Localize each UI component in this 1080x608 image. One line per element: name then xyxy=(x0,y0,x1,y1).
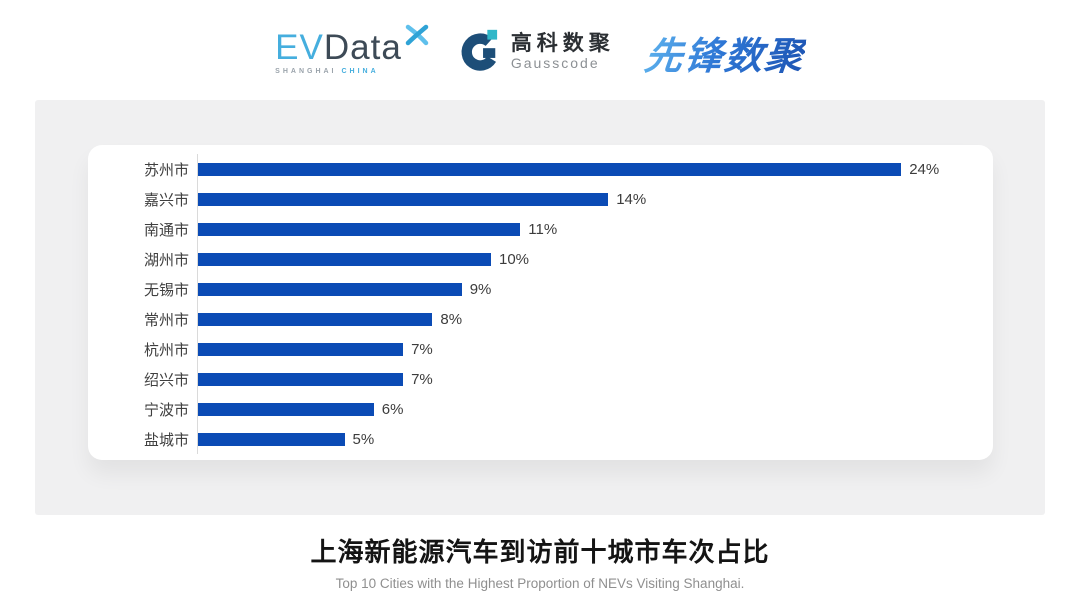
bar-track: 9% xyxy=(197,274,993,304)
bar xyxy=(198,192,609,206)
footer: 上海新能源汽车到访前十城市车次占比 Top 10 Cities with the… xyxy=(0,532,1080,591)
chart-title: 上海新能源汽车到访前十城市车次占比 xyxy=(310,537,770,567)
bar xyxy=(198,252,491,266)
gausscode-logo: 高科数聚 Gausscode xyxy=(458,28,615,77)
bar-track: 14% xyxy=(197,184,993,214)
bar-row: 湖州市 10% xyxy=(88,244,993,274)
bar-track: 7% xyxy=(197,364,993,394)
bar xyxy=(198,162,902,176)
gausscode-text: 高科数聚 Gausscode xyxy=(511,32,615,72)
evdata-subtext: SHANGHAI CHINA xyxy=(275,68,402,75)
category-label: 绍兴市 xyxy=(143,371,189,389)
value-label: 9% xyxy=(469,280,492,298)
category-label: 无锡市 xyxy=(143,281,189,299)
category-label: 杭州市 xyxy=(143,341,189,359)
value-label: 7% xyxy=(411,340,433,358)
category-label: 苏州市 xyxy=(143,161,189,179)
category-label: 南通市 xyxy=(143,221,189,239)
bar-track: 10% xyxy=(197,244,993,274)
bar-row: 宁波市 6% xyxy=(88,394,993,424)
chart-panel: 苏州市 24% 嘉兴市 14% 南通市 11% 湖州市 10% 无锡市 9% 常州市 8% 杭州市 7% 绍… xyxy=(35,100,1045,515)
bar xyxy=(198,312,433,326)
category-label: 宁波市 xyxy=(143,401,189,419)
bar-row: 无锡市 9% xyxy=(88,274,993,304)
bar-track: 24% xyxy=(197,154,993,184)
bar-track: 8% xyxy=(197,304,993,334)
bar-row: 杭州市 7% xyxy=(88,334,993,364)
value-label: 7% xyxy=(411,370,433,388)
value-label: 8% xyxy=(440,310,463,328)
bar-row: 苏州市 24% xyxy=(88,154,993,184)
chart-card: 苏州市 24% 嘉兴市 14% 南通市 11% 湖州市 10% 无锡市 9% 常州市 8% 杭州市 7% 绍… xyxy=(88,145,993,460)
category-label: 盐城市 xyxy=(143,431,189,449)
bar-track: 6% xyxy=(197,394,993,424)
category-label: 湖州市 xyxy=(143,251,189,269)
bar-row: 南通市 11% xyxy=(88,214,993,244)
value-label: 11% xyxy=(528,220,558,238)
evdata-data-text: Data xyxy=(323,27,402,67)
bar-track: 5% xyxy=(197,424,993,454)
gausscode-en-text: Gausscode xyxy=(510,55,600,72)
chart-subtitle: Top 10 Cities with the Highest Proportio… xyxy=(335,576,745,591)
evdata-star-icon xyxy=(404,22,430,53)
value-label: 10% xyxy=(499,250,530,268)
category-label: 嘉兴市 xyxy=(143,191,189,209)
bar-chart: 苏州市 24% 嘉兴市 14% 南通市 11% 湖州市 10% 无锡市 9% 常州市 8% 杭州市 7% 绍… xyxy=(88,154,993,454)
evdata-ev-text: EV xyxy=(275,27,324,67)
pioneer-logo: 先锋数聚 xyxy=(642,25,808,80)
bar xyxy=(198,282,462,296)
bar-row: 绍兴市 7% xyxy=(88,364,993,394)
bar xyxy=(198,372,404,386)
value-label: 6% xyxy=(381,400,404,418)
bar-track: 7% xyxy=(197,334,993,364)
evdata-shanghai-text: SHANGHAI xyxy=(275,67,337,75)
header-logos: EVData SHANGHAI CHINA xyxy=(0,14,1080,90)
bar-row: 盐城市 5% xyxy=(88,424,993,454)
value-label: 14% xyxy=(616,190,647,208)
gausscode-g-icon xyxy=(458,28,502,77)
bar xyxy=(198,432,345,446)
evdata-china-text: CHINA xyxy=(341,67,379,75)
value-label: 24% xyxy=(909,160,940,178)
evdata-wordmark: EVData xyxy=(275,30,402,65)
bar-row: 常州市 8% xyxy=(88,304,993,334)
evdata-logo: EVData SHANGHAI CHINA xyxy=(275,24,429,75)
bar xyxy=(198,222,521,236)
bar xyxy=(198,342,404,356)
value-label: 5% xyxy=(352,430,375,448)
bar-row: 嘉兴市 14% xyxy=(88,184,993,214)
bar-track: 11% xyxy=(197,214,993,244)
gausscode-cn-text: 高科数聚 xyxy=(510,32,615,56)
chart-rows: 苏州市 24% 嘉兴市 14% 南通市 11% 湖州市 10% 无锡市 9% 常州市 8% 杭州市 7% 绍… xyxy=(88,154,993,454)
category-label: 常州市 xyxy=(143,311,189,329)
bar xyxy=(198,402,374,416)
